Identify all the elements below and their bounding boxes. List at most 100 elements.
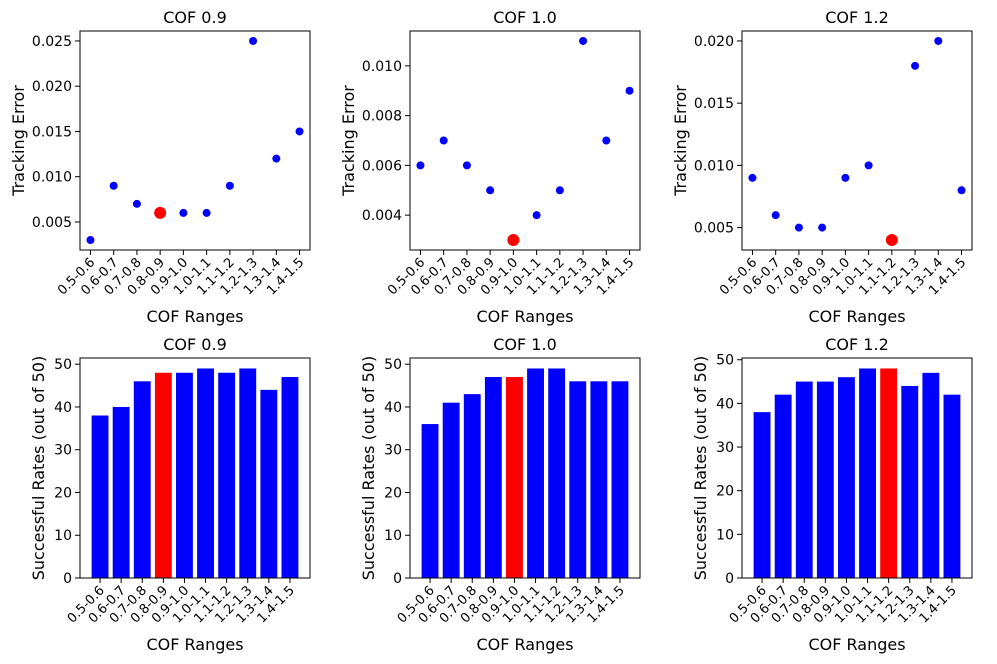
y-tick-label: 20: [54, 485, 72, 501]
point-1.4-1.5: [295, 127, 304, 136]
y-tick-label: 0: [725, 571, 734, 587]
y-tick-label: 20: [716, 484, 734, 500]
point-0.8-0.9: [154, 206, 167, 219]
axes-frame: [741, 357, 973, 579]
y-tick-label: 50: [54, 357, 72, 373]
y-tick-label: 30: [716, 440, 734, 456]
axes-frame: [409, 357, 641, 579]
bar-0.6-0.7: [774, 394, 792, 578]
point-0.7-0.8: [794, 223, 803, 232]
point-1.0-1.1: [864, 161, 873, 170]
bar-1.4-1.5: [281, 377, 299, 578]
point-0.5-0.6: [748, 173, 757, 182]
point-1.1-1.2: [555, 186, 564, 195]
point-1.1-1.2: [225, 181, 234, 190]
bar-1.1-1.2: [548, 368, 566, 578]
y-tick-label: 30: [54, 443, 72, 459]
bar-0.8-0.9: [816, 381, 834, 578]
x-axis-label: COF Ranges: [146, 307, 243, 326]
bar-1.0-1.1: [859, 368, 876, 578]
point-1.1-1.2: [885, 234, 898, 247]
y-tick-label: 0.005: [32, 215, 72, 231]
point-0.8-0.9: [818, 223, 827, 232]
y-tick-label: 0.025: [32, 34, 72, 50]
y-axis-label: Tracking Error: [671, 85, 690, 197]
x-axis-label: COF Ranges: [146, 635, 243, 654]
chart-panel-3: 0.0050.0100.0150.0200.5-0.60.6-0.70.7-0.…: [671, 8, 973, 326]
y-tick-label: 10: [54, 528, 72, 544]
chart-panel-5: 010203040500.5-0.60.6-0.70.7-0.80.8-0.90…: [359, 335, 641, 654]
x-axis-label: COF Ranges: [476, 635, 573, 654]
y-tick-label: 0.020: [32, 79, 72, 95]
point-1.3-1.4: [602, 136, 611, 145]
axes-frame: [79, 357, 311, 579]
y-tick-label: 0: [63, 571, 72, 587]
point-0.5-0.6: [86, 236, 95, 245]
y-tick-label: 40: [54, 400, 72, 416]
chart-panel-1: 0.0050.0100.0150.0200.0250.5-0.60.6-0.70…: [9, 8, 311, 326]
bar-1.0-1.1: [527, 368, 544, 578]
bar-0.7-0.8: [795, 381, 813, 578]
chart-title: COF 1.0: [493, 8, 557, 27]
y-tick-label: 0.010: [32, 170, 72, 186]
chart-title: COF 0.9: [163, 335, 227, 354]
bar-0.9-1.0: [176, 372, 193, 578]
chart-panel-2: 0.0040.0060.0080.0100.5-0.60.6-0.70.7-0.…: [339, 8, 641, 326]
y-tick-label: 0.015: [694, 96, 734, 112]
y-tick-label: 0.004: [362, 208, 402, 224]
y-tick-label: 20: [384, 485, 402, 501]
point-1.2-1.3: [249, 36, 258, 45]
y-tick-label: 50: [716, 353, 734, 369]
bar-0.6-0.7: [112, 406, 130, 578]
point-1.3-1.4: [272, 154, 281, 163]
bar-1.2-1.3: [239, 368, 257, 578]
point-0.9-1.0: [179, 208, 188, 217]
y-tick-label: 0.015: [32, 124, 72, 140]
y-tick-label: 0.020: [694, 34, 734, 50]
bar-0.5-0.6: [421, 424, 439, 578]
y-tick-label: 0.005: [694, 221, 734, 237]
point-0.6-0.7: [771, 211, 780, 220]
point-0.9-1.0: [841, 173, 850, 182]
bar-0.9-1.0: [506, 377, 523, 578]
chart-title: COF 1.2: [825, 335, 889, 354]
point-1.3-1.4: [934, 36, 943, 45]
point-0.9-1.0: [507, 234, 520, 247]
y-axis-label: Tracking Error: [339, 85, 358, 197]
point-1.4-1.5: [957, 186, 966, 195]
point-1.4-1.5: [625, 86, 634, 95]
point-1.0-1.1: [202, 208, 211, 217]
y-tick-label: 0.010: [362, 59, 402, 75]
point-1.2-1.3: [911, 61, 920, 70]
y-tick-label: 10: [716, 527, 734, 543]
axes-frame: [741, 30, 973, 251]
y-tick-label: 50: [384, 357, 402, 373]
y-axis-label: Successful Rates (out of 50): [29, 356, 48, 580]
point-1.0-1.1: [532, 211, 541, 220]
y-tick-label: 30: [384, 443, 402, 459]
y-axis-label: Successful Rates (out of 50): [359, 356, 378, 580]
bar-1.2-1.3: [901, 385, 919, 578]
bar-1.3-1.4: [922, 372, 940, 578]
bar-1.4-1.5: [943, 394, 961, 578]
axes-frame: [79, 30, 311, 251]
y-tick-label: 10: [384, 528, 402, 544]
y-tick-label: 40: [716, 396, 734, 412]
bar-1.4-1.5: [611, 381, 629, 578]
y-axis-label: Tracking Error: [9, 85, 28, 197]
bar-1.3-1.4: [590, 381, 608, 578]
x-axis-label: COF Ranges: [476, 307, 573, 326]
chart-title: COF 1.0: [493, 335, 557, 354]
bar-0.5-0.6: [753, 412, 771, 578]
y-tick-label: 0.010: [694, 158, 734, 174]
point-1.2-1.3: [579, 36, 588, 45]
chart-panel-6: 010203040500.5-0.60.6-0.70.7-0.80.8-0.90…: [691, 335, 973, 654]
chart-title: COF 0.9: [163, 8, 227, 27]
point-0.8-0.9: [486, 186, 495, 195]
bar-0.6-0.7: [442, 402, 460, 578]
bar-1.0-1.1: [197, 368, 214, 578]
y-tick-label: 0.006: [362, 158, 402, 174]
point-0.7-0.8: [462, 161, 471, 170]
chart-panel-4: 010203040500.5-0.60.6-0.70.7-0.80.8-0.90…: [29, 335, 311, 654]
axes-frame: [409, 30, 641, 251]
